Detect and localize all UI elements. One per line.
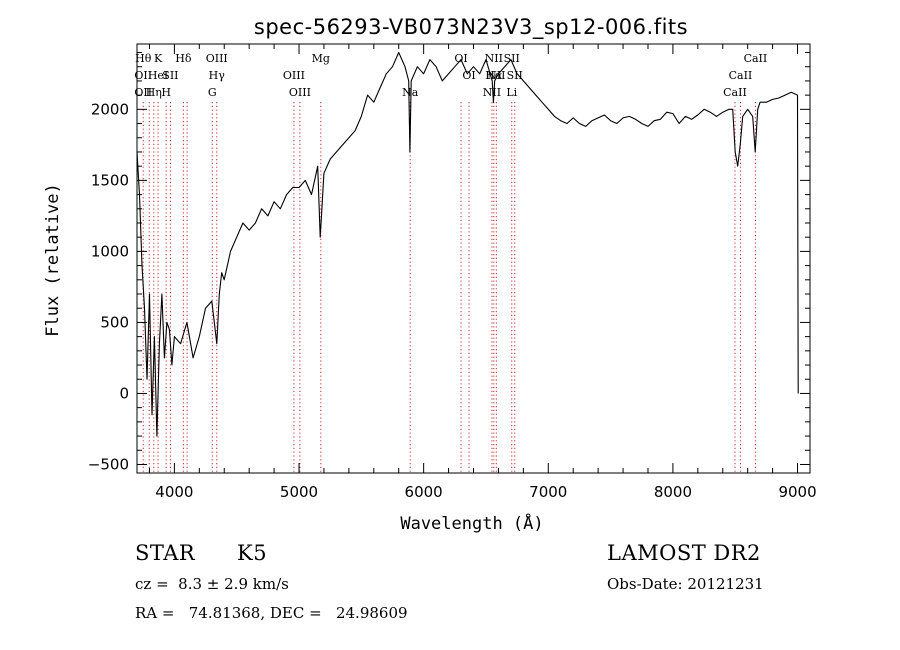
- line-label: SII: [162, 69, 178, 82]
- x-tick-label: 8000: [654, 483, 692, 501]
- spectral-subclass: K5: [237, 541, 268, 565]
- x-tick-label: 6000: [405, 483, 443, 501]
- line-label: OIII: [206, 52, 228, 65]
- line-label: OIII: [289, 86, 311, 99]
- coordinates-info: RA = 74.81368, DEC = 24.98609: [135, 604, 408, 622]
- y-tick-label: 500: [100, 313, 129, 331]
- line-label: H: [161, 86, 171, 99]
- line-label: Hθ: [135, 52, 152, 65]
- line-label: NII: [485, 52, 503, 65]
- line-label: Hη: [146, 86, 162, 99]
- line-label: OI: [462, 69, 475, 82]
- x-axis: 4000 5000 6000 7000 8000 9000: [148, 44, 817, 501]
- line-label: OIII: [283, 69, 305, 82]
- redshift-info: cz = 8.3 ± 2.9 km/s: [135, 575, 289, 593]
- y-tick-label: 0: [119, 384, 129, 402]
- line-label: SII: [507, 69, 523, 82]
- line-label: CaII: [744, 52, 768, 65]
- line-label: Na: [402, 86, 419, 99]
- x-tick-label: 5000: [280, 483, 318, 501]
- line-label: NII: [483, 86, 501, 99]
- line-label: NII: [487, 69, 505, 82]
- x-tick-label: 7000: [529, 483, 567, 501]
- line-label: Hγ: [209, 69, 226, 82]
- object-class: STAR: [135, 541, 196, 565]
- line-label: SII: [504, 52, 520, 65]
- line-label: K: [154, 52, 163, 65]
- line-label: OII: [134, 69, 152, 82]
- line-label: OI: [454, 52, 467, 65]
- x-axis-label: Wavelength (Å): [400, 512, 543, 534]
- y-tick-label: 1500: [91, 171, 129, 189]
- line-label: OII: [134, 86, 152, 99]
- y-tick-label: −500: [88, 455, 129, 473]
- y-axis: −500 0 500 1000 1500 2000: [88, 52, 810, 473]
- spectrum-series: [136, 51, 799, 437]
- line-label: Hδ: [175, 52, 192, 65]
- survey-name: LAMOST DR2: [607, 541, 761, 565]
- observation-date: Obs-Date: 20121231: [607, 575, 764, 593]
- spectrum-line-0: [136, 51, 799, 437]
- y-tick-label: 1000: [91, 242, 129, 260]
- x-tick-label: 4000: [155, 483, 193, 501]
- line-label: G: [208, 86, 217, 99]
- line-label: CaII: [723, 86, 747, 99]
- plot-frame: [136, 43, 811, 474]
- y-axis-label: Flux (relative): [43, 183, 63, 337]
- line-label: CaII: [729, 69, 753, 82]
- line-label: HeI: [148, 69, 168, 82]
- y-tick-label: 2000: [91, 100, 129, 118]
- line-label: Mg: [312, 52, 330, 65]
- line-label: Li: [506, 86, 517, 99]
- x-tick-label: 9000: [778, 483, 816, 501]
- chart-title: spec-56293-VB073N23V3_sp12-006.fits: [254, 15, 688, 40]
